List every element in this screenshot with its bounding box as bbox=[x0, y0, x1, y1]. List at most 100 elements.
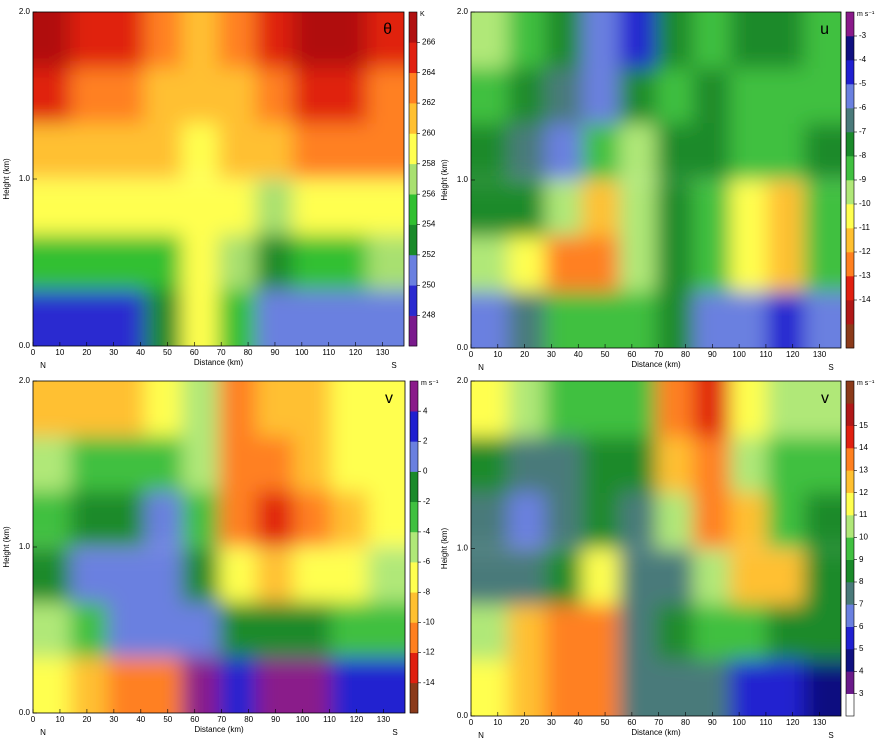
colorbar-band bbox=[846, 108, 854, 133]
x-axis-label: Distance (km) bbox=[194, 725, 244, 734]
field-cell bbox=[693, 12, 731, 69]
field-cell bbox=[70, 12, 108, 69]
colorbar-band bbox=[410, 411, 418, 442]
y-tick-label: 2.0 bbox=[457, 376, 469, 385]
y-tick-label: 0.0 bbox=[457, 711, 469, 720]
colorbar-tick-label: 262 bbox=[422, 98, 436, 107]
field-cell bbox=[293, 547, 332, 604]
field-cell bbox=[107, 290, 145, 346]
field-cell bbox=[767, 604, 805, 661]
field-cell bbox=[107, 602, 146, 658]
left-label: N bbox=[40, 728, 46, 737]
field-cell bbox=[508, 12, 546, 69]
field-cell bbox=[508, 437, 546, 493]
colorbar-band bbox=[846, 559, 854, 583]
colorbar-tick-label: -14 bbox=[859, 295, 871, 304]
field-cell bbox=[656, 123, 694, 180]
field-cell bbox=[218, 179, 257, 236]
field-cell bbox=[33, 290, 71, 346]
field-cell bbox=[545, 549, 583, 606]
x-tick-label: 10 bbox=[493, 718, 502, 727]
x-tick-label: 120 bbox=[350, 715, 364, 724]
x-tick-label: 130 bbox=[376, 348, 390, 357]
colorbar-band bbox=[846, 425, 854, 449]
field-cell bbox=[545, 68, 583, 125]
field-cell bbox=[255, 12, 294, 69]
field-cell bbox=[107, 67, 145, 124]
field-cell bbox=[656, 236, 694, 293]
field-cell bbox=[107, 436, 146, 492]
field-cell bbox=[181, 123, 219, 179]
colorbar-band bbox=[846, 671, 854, 694]
colorbar-band bbox=[410, 441, 418, 472]
colorbar-band bbox=[846, 132, 854, 157]
plot-area bbox=[33, 12, 404, 346]
x-tick-label: 50 bbox=[601, 350, 610, 359]
x-tick-label: 90 bbox=[271, 715, 280, 724]
field-cell bbox=[330, 491, 369, 547]
x-tick-label: 110 bbox=[323, 715, 336, 724]
colorbar-tick-label: -14 bbox=[423, 678, 435, 687]
x-tick-label: 40 bbox=[136, 348, 145, 357]
y-tick-label: 2.0 bbox=[19, 376, 31, 385]
field-cell bbox=[508, 492, 546, 549]
field-cell bbox=[471, 381, 509, 438]
field-cell bbox=[33, 67, 71, 124]
field-cell bbox=[767, 549, 805, 606]
colorbar-band bbox=[409, 224, 417, 256]
colorbar-tick-label: 8 bbox=[859, 577, 864, 586]
x-axis-label: Distance (km) bbox=[631, 728, 681, 737]
colorbar-tick-label: -5 bbox=[859, 79, 867, 88]
field-cell bbox=[730, 291, 768, 348]
field-cell bbox=[730, 180, 768, 237]
x-tick-label: 70 bbox=[654, 718, 663, 727]
y-tick-label: 1.0 bbox=[19, 542, 31, 551]
colorbar-band bbox=[846, 36, 854, 61]
field-cell bbox=[218, 123, 257, 179]
field-cell bbox=[471, 291, 509, 348]
field-cell bbox=[144, 381, 183, 438]
colorbar-band bbox=[409, 72, 417, 104]
field-cell bbox=[545, 236, 583, 293]
field-cell bbox=[619, 123, 657, 180]
field-cell bbox=[730, 492, 768, 549]
colorbar-tick-label: 0 bbox=[423, 467, 428, 476]
field-cell bbox=[767, 12, 805, 69]
colorbar-band bbox=[846, 403, 854, 426]
field-cell bbox=[70, 547, 108, 604]
field-cell bbox=[181, 491, 220, 547]
field-cell bbox=[767, 236, 805, 293]
colorbar-band bbox=[846, 492, 854, 516]
x-axis-label: Distance (km) bbox=[631, 360, 681, 369]
field-cell bbox=[181, 290, 219, 346]
left-label: N bbox=[40, 361, 46, 370]
x-tick-label: 40 bbox=[574, 350, 583, 359]
field-cell bbox=[767, 180, 805, 237]
field-cell bbox=[219, 547, 257, 604]
field-cell bbox=[144, 436, 183, 492]
field-cell bbox=[367, 657, 405, 713]
colorbar-tick-label: 12 bbox=[859, 488, 868, 497]
field-cell bbox=[70, 436, 108, 492]
field-cell bbox=[693, 381, 731, 438]
colorbar-tick-label: -4 bbox=[859, 55, 867, 64]
colorbar-band bbox=[846, 537, 854, 560]
colorbar-band bbox=[846, 470, 854, 493]
field-cell bbox=[582, 291, 620, 348]
field-cell bbox=[329, 234, 368, 291]
colorbar-tick-label: -8 bbox=[859, 151, 867, 160]
field-cell bbox=[656, 492, 694, 549]
field-cell bbox=[730, 381, 768, 438]
field-cell bbox=[181, 657, 220, 713]
field-cell bbox=[619, 291, 657, 348]
field-cell bbox=[329, 123, 368, 179]
field bbox=[33, 381, 405, 713]
field-cell bbox=[181, 12, 219, 69]
x-tick-label: 100 bbox=[732, 718, 746, 727]
field-cell bbox=[219, 491, 257, 547]
field-cell bbox=[656, 659, 694, 716]
field-cell bbox=[33, 436, 71, 492]
field-cell bbox=[656, 291, 694, 348]
colorbar-label: m s⁻¹ bbox=[857, 11, 875, 18]
colorbar-band bbox=[409, 12, 417, 43]
